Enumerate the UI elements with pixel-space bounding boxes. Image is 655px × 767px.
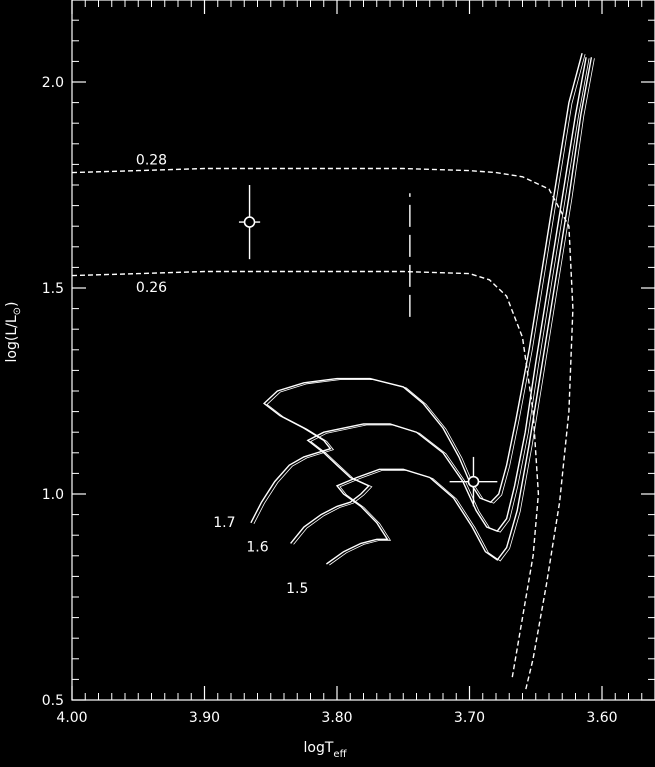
x-tick-label: 3.60 (586, 710, 617, 726)
star-point-2 (449, 456, 498, 507)
isochrone-0-28 (71, 167, 574, 692)
x-tick-label: 3.70 (454, 710, 485, 726)
isochrone-0-26 (71, 270, 540, 680)
evolutionary-tracks (71, 53, 595, 692)
track-1-7-outline (253, 54, 586, 524)
x-tick-label: 3.80 (321, 710, 352, 726)
track-1-6 (290, 57, 587, 544)
track-1-6-outline (293, 58, 590, 545)
y-axis-label: log(L/L⊙) (4, 302, 23, 363)
curve-label: 1.5 (286, 581, 308, 597)
curve-label: 0.26 (136, 280, 167, 296)
x-axis-label: logTeff (304, 740, 348, 760)
y-tick-label: 1.0 (42, 487, 64, 503)
star-point-1 (238, 185, 261, 260)
track-labels: 0.28 0.26 1.7 1.6 1.5 (136, 152, 308, 596)
curve-label: 1.6 (246, 540, 268, 556)
star-marker (467, 475, 480, 488)
x-tick-label: 3.90 (189, 710, 220, 726)
y-tick-label: 1.5 (42, 281, 64, 297)
axis-ticks: 4.00 3.90 3.80 3.70 3.60 0.5 1.0 1.5 2.0 (42, 0, 655, 726)
y-tick-label: 0.5 (42, 693, 64, 709)
curve-label: 1.7 (213, 515, 235, 531)
observed-stars (238, 185, 498, 507)
x-tick-label: 4.00 (56, 710, 87, 726)
star-marker (243, 216, 256, 228)
curve-label: 0.28 (136, 152, 167, 168)
y-tick-label: 2.0 (42, 75, 64, 91)
track-1-5-outline (329, 58, 595, 566)
